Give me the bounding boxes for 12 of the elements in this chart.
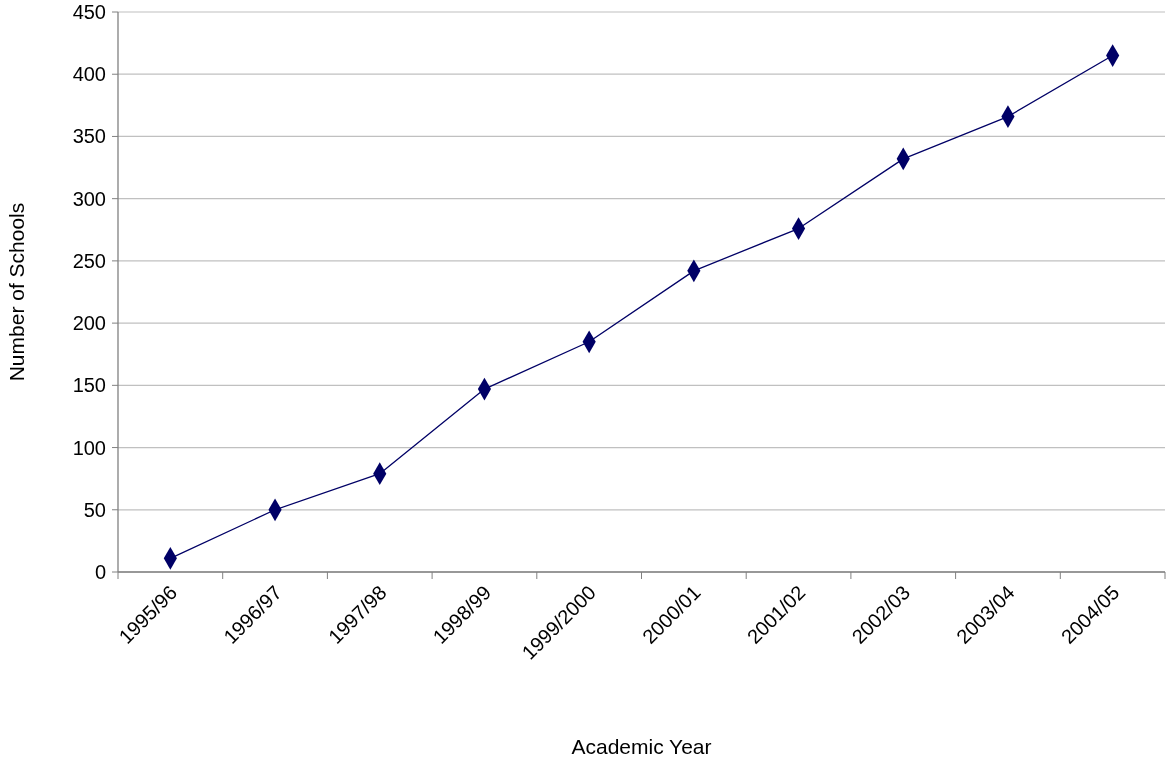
x-axis-title: Academic Year: [571, 735, 712, 758]
y-axis-title: Number of Schools: [5, 202, 28, 382]
y-tick-label: 150: [72, 374, 106, 397]
y-tick-label: 250: [72, 249, 106, 272]
y-tick-label: 0: [94, 561, 106, 583]
y-tick-label: 300: [72, 187, 106, 210]
y-tick-label: 50: [83, 498, 106, 521]
y-tick-label: 450: [72, 1, 106, 23]
y-tick-label: 350: [72, 125, 106, 148]
y-tick-label: 400: [72, 63, 106, 86]
y-tick-label: 100: [72, 436, 106, 459]
y-tick-label: 200: [72, 312, 106, 335]
